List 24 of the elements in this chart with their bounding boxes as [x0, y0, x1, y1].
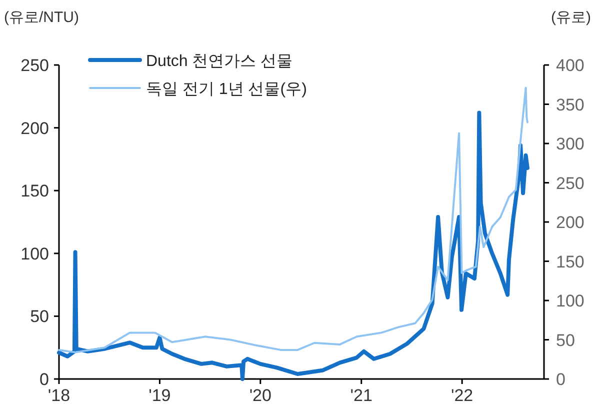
y-tick-label: 200: [20, 118, 49, 138]
y-tick-label: 250: [20, 56, 49, 75]
x-tick-label: '20: [249, 386, 272, 405]
y-tick-label: 150: [20, 182, 49, 201]
x-tick-label: '19: [148, 386, 171, 405]
y2-tick-label: 50: [556, 330, 575, 350]
y2-tick-label: 150: [556, 252, 584, 272]
y2-tick-label: 100: [556, 292, 584, 310]
x-tick-label: '18: [48, 386, 70, 405]
y-axis-title: (유로/NTU): [4, 9, 79, 26]
y2-tick-label: 200: [556, 213, 584, 232]
legend-label: 독일 전기 1년 선물(우): [146, 81, 307, 98]
x-tick-label: '22: [450, 386, 474, 405]
legend-label: Dutch 천연가스 선물: [146, 53, 293, 70]
y2-axis-title: (유로): [551, 9, 591, 26]
y-tick-label: 0: [40, 370, 49, 389]
y2-tick-label: 400: [556, 56, 584, 75]
y-tick-label: 100: [20, 244, 49, 264]
y2-tick-label: 250: [556, 174, 584, 193]
x-tick-label: '21: [350, 386, 372, 405]
y2-tick-label: 0: [556, 370, 566, 389]
y2-tick-label: 350: [556, 95, 584, 114]
y-tick-label: 50: [30, 307, 49, 326]
y2-tick-label: 300: [556, 134, 584, 154]
